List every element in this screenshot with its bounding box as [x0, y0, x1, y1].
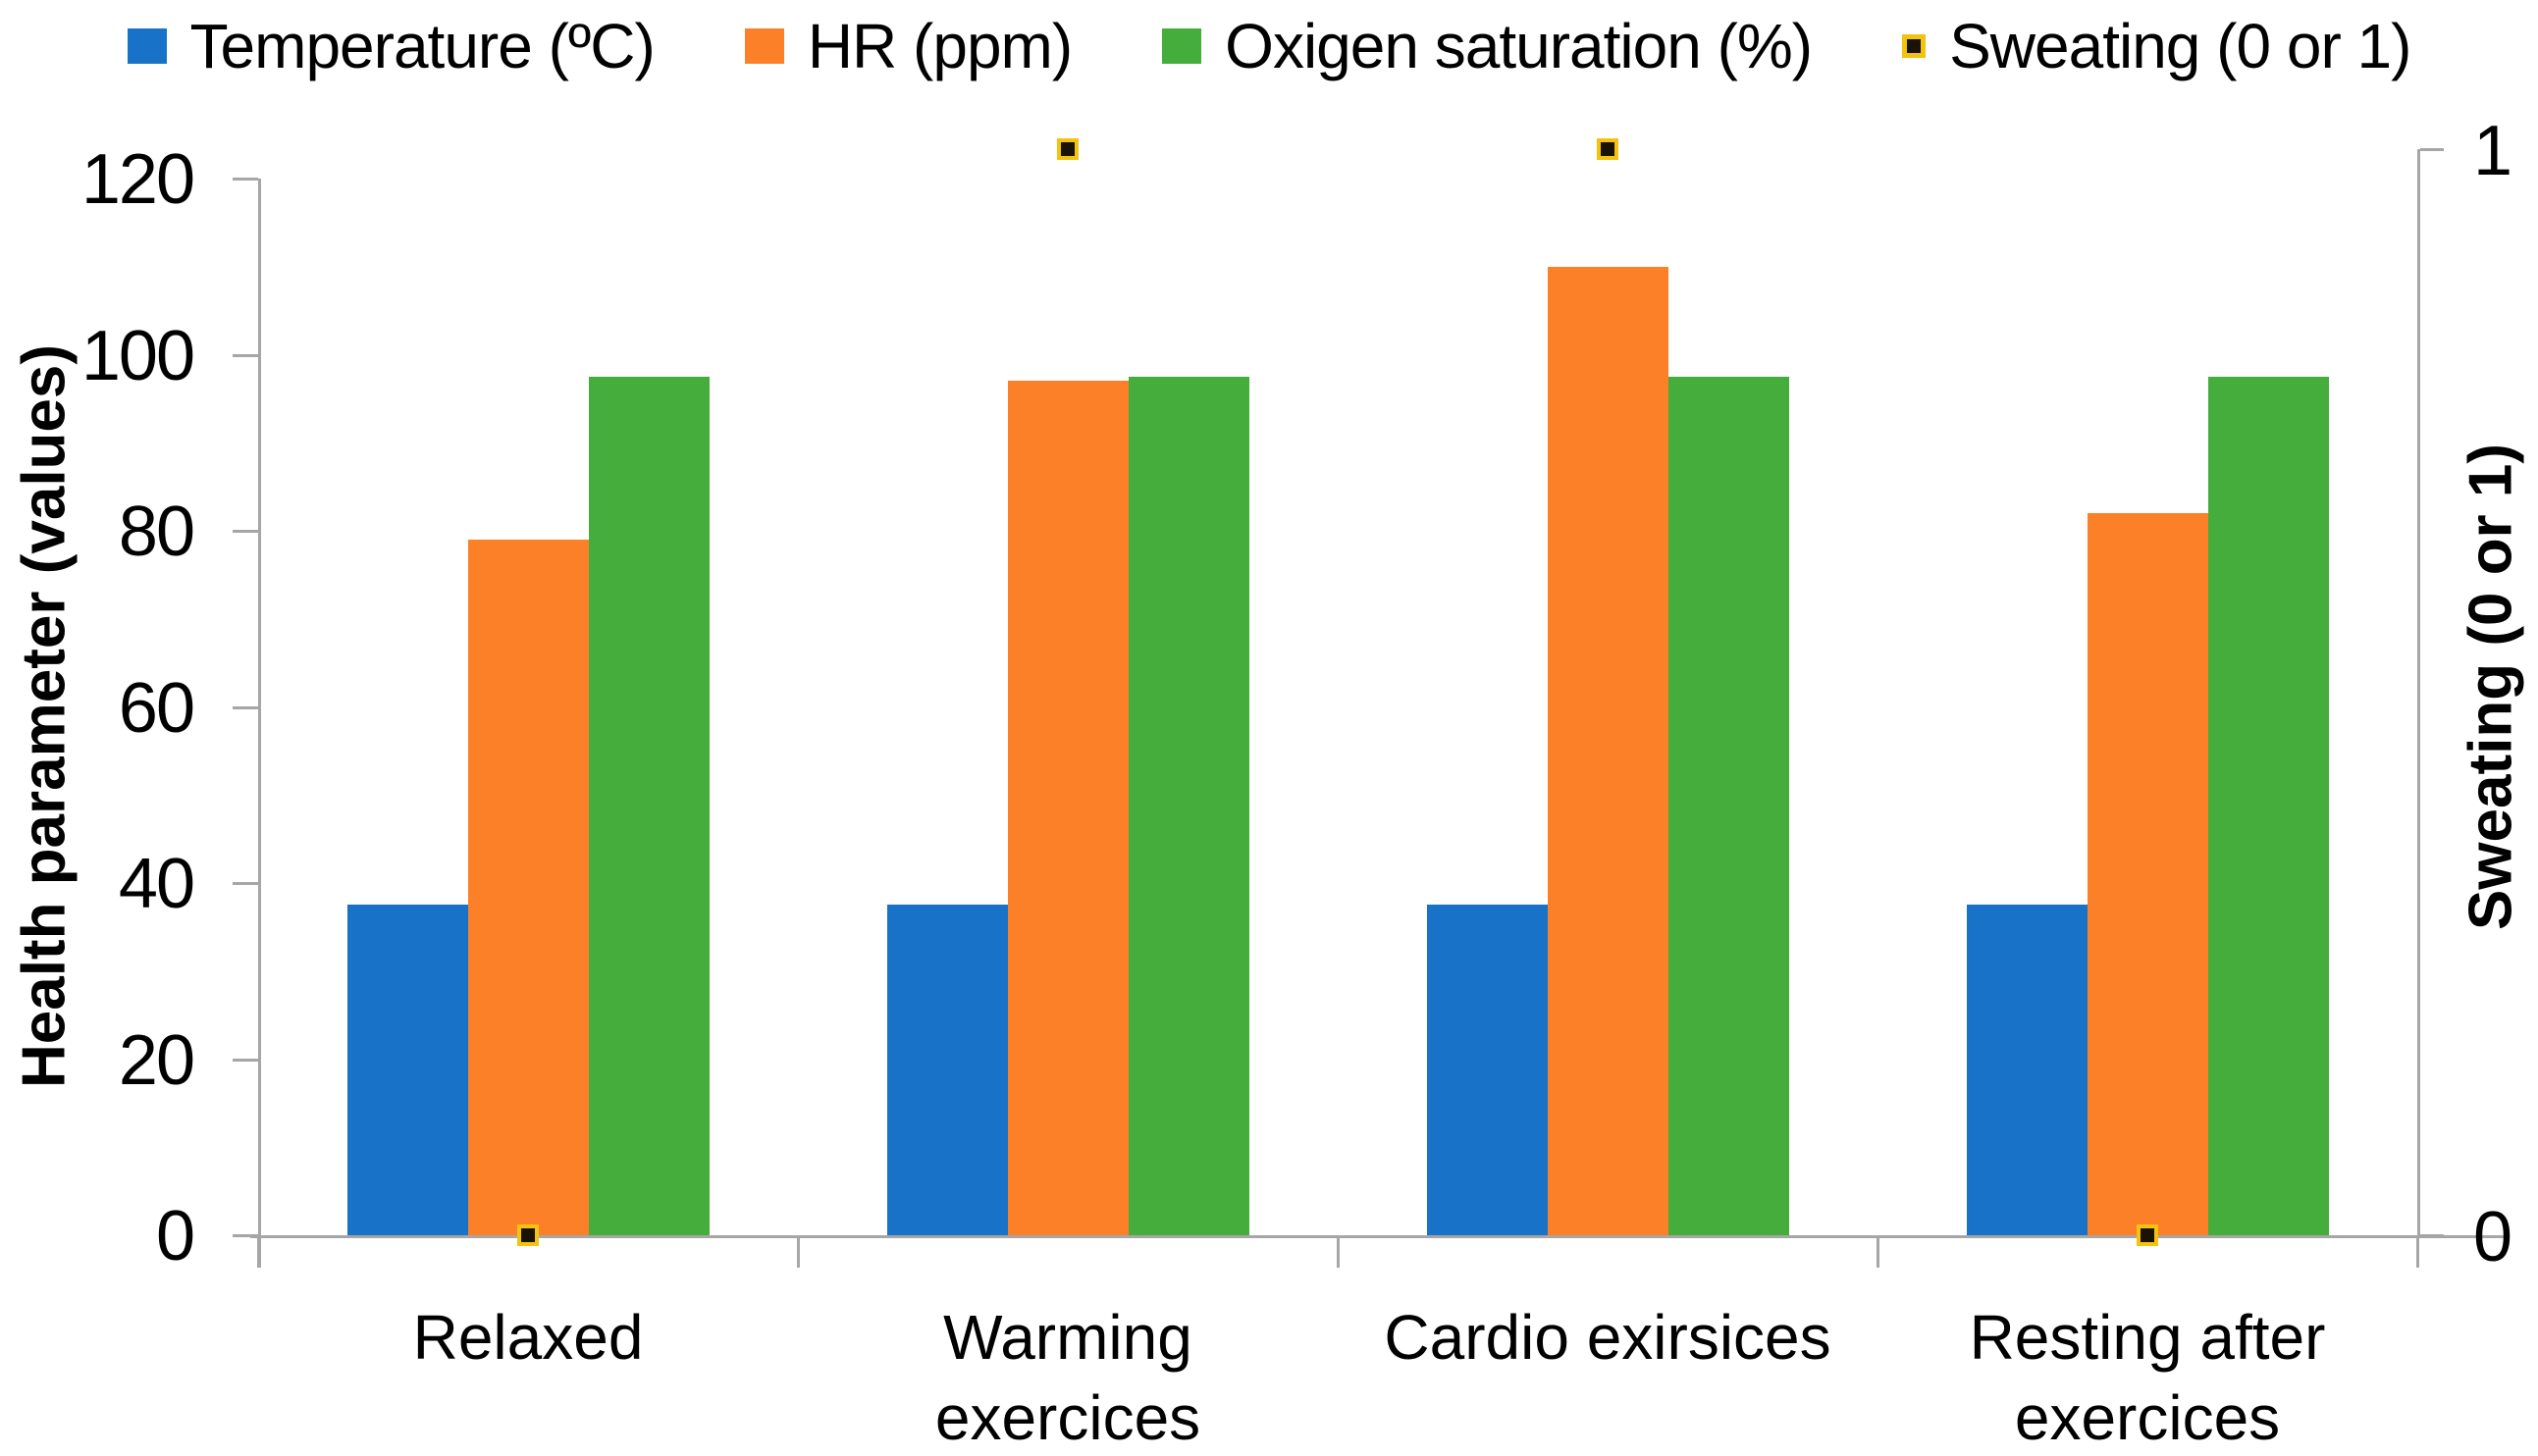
y-axis-tick [233, 1058, 258, 1062]
y-axis-tick-label: 60 [118, 668, 195, 748]
temperature-swatch-icon [127, 28, 167, 64]
y2-axis-tick-label: 0 [2473, 1198, 2512, 1276]
y-axis-tick-label: 120 [80, 140, 195, 219]
bar-hr-2 [1008, 381, 1129, 1235]
category-label-4: Resting after exercices [1969, 1302, 2326, 1453]
x-axis-tick [1337, 1235, 1340, 1268]
legend-item-oxygen: Oxigen saturation (%) [1162, 10, 1813, 82]
legend-label-oxygen: Oxigen saturation (%) [1225, 11, 1813, 81]
y2-axis-title: Sweating (0 or 1) [2457, 442, 2525, 931]
x-axis-tick [257, 1235, 260, 1268]
chart-legend: Temperature (ºC) HR (ppm) Oxigen saturat… [0, 10, 2538, 82]
hr-swatch-icon [744, 28, 784, 64]
bar-temperature-1 [347, 905, 468, 1235]
bar-oxigen-1 [589, 377, 710, 1235]
y2-axis-line [2417, 149, 2420, 1238]
y-axis-tick-label: 40 [118, 845, 195, 923]
legend-item-temperature: Temperature (ºC) [127, 10, 656, 82]
y2-axis-tick-label: 1 [2473, 112, 2512, 190]
x-axis-tick [797, 1235, 800, 1268]
y-axis-tick-label: 0 [155, 1197, 195, 1275]
legend-label-sweating: Sweating (0 or 1) [1949, 11, 2411, 81]
bar-temperature-2 [887, 905, 1008, 1235]
bar-hr-1 [468, 540, 589, 1235]
y-axis-tick-label: 20 [118, 1020, 195, 1100]
category-label-3: Cardio exirsices [1384, 1302, 1831, 1373]
bar-oxigen-4 [2208, 377, 2329, 1235]
y-axis-tick [233, 530, 258, 533]
sweating-point-3 [1597, 138, 1618, 160]
bar-temperature-4 [1967, 905, 2088, 1235]
x-axis-line [250, 1235, 2508, 1238]
x-axis-tick [1877, 1235, 1879, 1268]
bar-hr-3 [1548, 267, 1668, 1235]
bar-oxigen-2 [1129, 377, 1249, 1235]
y2-axis-tick [2420, 148, 2444, 151]
category-label-1: Relaxed [412, 1302, 644, 1373]
legend-label-temperature: Temperature (ºC) [189, 11, 656, 81]
y-axis-tick [233, 178, 258, 181]
y-axis-tick [233, 882, 258, 885]
y-axis-tick [233, 1234, 258, 1237]
y-axis-tick-label: 80 [118, 493, 195, 571]
y-axis-line [258, 179, 261, 1268]
category-label-2: Warming exercices [934, 1302, 1201, 1453]
sweating-point-2 [1057, 138, 1079, 160]
bar-temperature-3 [1427, 905, 1548, 1235]
sweating-point-4 [2137, 1224, 2158, 1246]
legend-item-sweating: Sweating (0 or 1) [1902, 10, 2411, 82]
sweating-marker-icon [1902, 34, 1927, 58]
y-axis-tick-label: 100 [80, 316, 195, 395]
bar-oxigen-3 [1668, 377, 1789, 1235]
bar-hr-4 [2088, 513, 2208, 1235]
legend-item-hr: HR (ppm) [744, 10, 1073, 82]
y-axis-tick [233, 353, 258, 357]
y-axis-tick [233, 705, 258, 709]
sweating-point-1 [517, 1224, 539, 1246]
legend-label-hr: HR (ppm) [807, 11, 1073, 81]
oxygen-swatch-icon [1162, 28, 1202, 64]
x-axis-tick [2416, 1235, 2419, 1268]
y2-axis-tick [2420, 1234, 2444, 1237]
